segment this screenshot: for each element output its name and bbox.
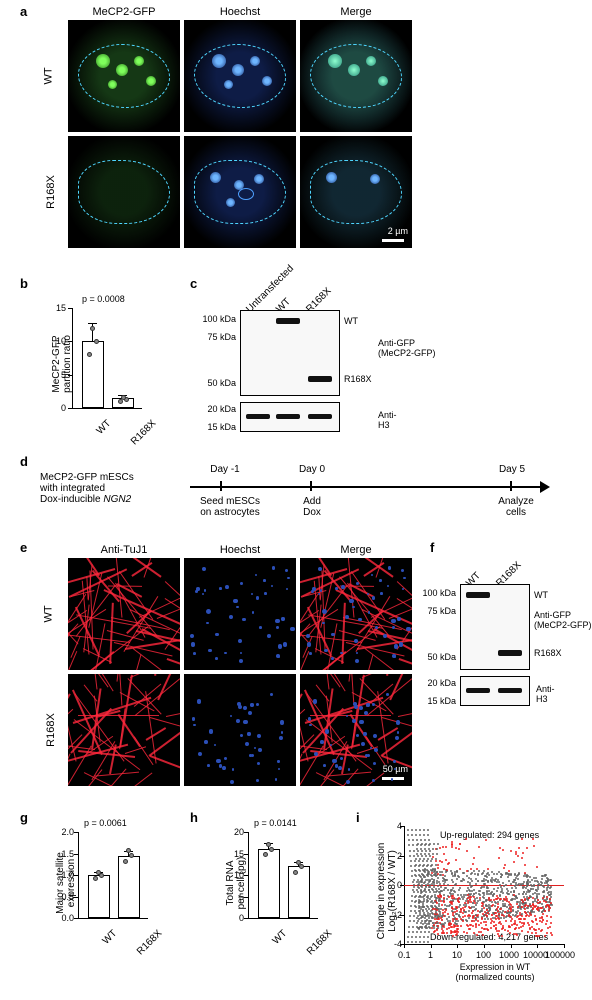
h-x-r: R168X — [305, 928, 334, 957]
panel-g-chart: Major satelliteexpression p = 0.0061 0.0… — [64, 826, 154, 936]
b-tick-10: 10 — [50, 336, 66, 346]
c-mw100: 100 kDa — [200, 314, 236, 324]
b-tick-15: 15 — [50, 303, 66, 313]
e-wt-tuj1 — [68, 558, 180, 670]
i-up-label: Up-regulated: 294 genes — [440, 830, 539, 840]
f-mw15: 15 kDa — [420, 696, 456, 706]
e-wt-hoechst — [184, 558, 296, 670]
f-mw100: 100 kDa — [420, 588, 456, 598]
e-r168x-tuj1 — [68, 674, 180, 786]
a-r168x-hoechst — [184, 136, 296, 248]
c-mw20: 20 kDa — [200, 404, 236, 414]
b-pval: p = 0.0008 — [82, 294, 125, 304]
a-wt-hoechst — [184, 20, 296, 132]
a-wt-merge — [300, 20, 412, 132]
d-day5: Day 5 — [492, 464, 532, 475]
panel-d-label: d — [20, 454, 28, 469]
c-mw50: 50 kDa — [200, 378, 236, 388]
d-day0: Day 0 — [292, 464, 332, 475]
panel-i-scatter: Change in expressionLog₂(R168X / WT) -4 … — [380, 822, 570, 977]
col-a1: MeCP2-GFP — [78, 6, 170, 18]
panel-i-label: i — [356, 810, 360, 825]
c-ab-lower: Anti-H3 — [378, 410, 397, 430]
b-x-r168x: R168X — [129, 418, 158, 447]
panel-f-label: f — [430, 540, 434, 555]
e-r168x-merge: 50 µm — [300, 674, 412, 786]
panel-b-chart: MeCP2-GFPpartition ratio p = 0.0008 0 5 … — [60, 298, 150, 443]
panel-h-label: h — [190, 810, 198, 825]
row-a1: WT — [43, 67, 55, 84]
d-day-1: Day -1 — [200, 464, 250, 475]
b-x-wt: WT — [95, 418, 114, 437]
b-tick-5: 5 — [54, 370, 66, 380]
scalebar-a: 2 µm — [388, 226, 408, 236]
d-ev1: Seed mESCson astrocytes — [190, 496, 270, 518]
g-x-wt: WT — [101, 928, 120, 947]
c-r168x-band-lbl: R168X — [344, 374, 372, 384]
e-wt-merge — [300, 558, 412, 670]
g-pval: p = 0.0061 — [84, 818, 127, 828]
f-ab-lower: Anti-H3 — [536, 684, 555, 704]
c-mw75: 75 kDa — [200, 332, 236, 342]
row-e1: WT — [43, 605, 55, 622]
f-mw75: 75 kDa — [420, 606, 456, 616]
e-r168x-hoechst — [184, 674, 296, 786]
panel-h-chart: Total RNAper cell (pg) p = 0.0141 0 5 10… — [234, 826, 324, 936]
d-ev2: AddDox — [292, 496, 332, 518]
i-xlabel: Expression in WT(normalized counts) — [430, 962, 560, 982]
panel-e-grid: 50 µm — [68, 558, 412, 786]
b-tick-0: 0 — [54, 403, 66, 413]
f-mw20: 20 kDa — [420, 678, 456, 688]
panel-c-label: c — [190, 276, 197, 291]
h-pval: p = 0.0141 — [254, 818, 297, 828]
col-e3: Merge — [310, 544, 402, 556]
panel-a-grid: 2 µm — [68, 20, 412, 248]
f-mw50: 50 kDa — [420, 652, 456, 662]
c-mw15: 15 kDa — [200, 422, 236, 432]
f-r168x-band-lbl: R168X — [534, 648, 562, 658]
row-a2: R168X — [45, 175, 57, 209]
c-wt-band-lbl: WT — [344, 316, 358, 326]
col-a2: Hoechst — [194, 6, 286, 18]
panel-d-timeline: MeCP2-GFP mESCswith integratedDox-induci… — [40, 462, 560, 532]
a-r168x-gfp — [68, 136, 180, 248]
panel-e-label: e — [20, 540, 27, 555]
f-ab-upper: Anti-GFP(MeCP2-GFP) — [534, 610, 592, 630]
g-x-r: R168X — [135, 928, 164, 957]
col-a3: Merge — [310, 6, 402, 18]
a-wt-gfp — [68, 20, 180, 132]
a-r168x-merge: 2 µm — [300, 136, 412, 248]
panel-g-label: g — [20, 810, 28, 825]
panel-b-label: b — [20, 276, 28, 291]
d-ev3: Analyzecells — [486, 496, 546, 518]
d-desc: MeCP2-GFP mESCswith integratedDox-induci… — [40, 472, 170, 505]
row-e2: R168X — [45, 713, 57, 747]
c-ab-upper: Anti-GFP(MeCP2-GFP) — [378, 338, 458, 358]
col-e2: Hoechst — [194, 544, 286, 556]
panel-a-label: a — [20, 4, 27, 19]
f-wt-band-lbl: WT — [534, 590, 548, 600]
col-e1: Anti-TuJ1 — [78, 544, 170, 556]
h-x-wt: WT — [271, 928, 290, 947]
